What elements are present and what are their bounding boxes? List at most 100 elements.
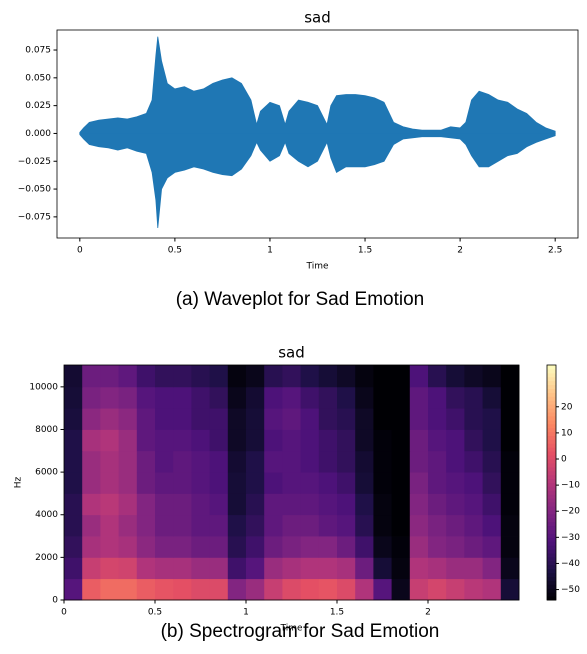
heatmap-cell (355, 515, 374, 537)
heatmap-cell (282, 493, 301, 515)
heatmap-cell (137, 579, 156, 601)
heatmap-cell (173, 472, 192, 494)
x-tick-label: 1.5 (358, 246, 372, 256)
heatmap-cell (119, 493, 138, 515)
heatmap-cell (173, 557, 192, 579)
heatmap-cell (119, 387, 138, 409)
heatmap-cell (173, 515, 192, 537)
colorbar-segment (547, 565, 556, 569)
heatmap-cell (373, 493, 392, 515)
heatmap-cell (282, 451, 301, 473)
heatmap-cell (373, 429, 392, 451)
heatmap-cell (319, 493, 338, 515)
heatmap-cell (355, 429, 374, 451)
heatmap-cell (282, 408, 301, 430)
heatmap-cell (355, 387, 374, 409)
heatmap-cell (483, 387, 502, 409)
heatmap-cell (464, 536, 483, 558)
heatmap-cell (428, 408, 447, 430)
heatmap-cell (301, 429, 320, 451)
colorbar-segment (547, 580, 556, 584)
heatmap-cell (282, 579, 301, 601)
colorbar-segment (547, 526, 556, 530)
colorbar-segment (547, 396, 556, 400)
colorbar-segment (547, 486, 556, 490)
heatmap-cell (264, 536, 283, 558)
heatmap-cell (319, 387, 338, 409)
heatmap-cell (64, 515, 83, 537)
heatmap-cell (282, 472, 301, 494)
heatmap-cell (119, 536, 138, 558)
heatmap-cell (301, 408, 320, 430)
heatmap-cell (392, 515, 411, 537)
colorbar-tick-label: 20 (561, 402, 573, 412)
colorbar-tick-label: −20 (561, 507, 580, 517)
heatmap-cell (282, 429, 301, 451)
x-tick-label: 1.5 (330, 608, 344, 618)
heatmap-cell (64, 365, 83, 387)
heatmap-cell (464, 557, 483, 579)
heatmap-cell (82, 515, 101, 537)
y-tick-label: 0.000 (25, 129, 51, 139)
colorbar-segment (547, 439, 556, 443)
heatmap-cell (483, 472, 502, 494)
heatmap-cell (392, 472, 411, 494)
heatmap-cell (64, 408, 83, 430)
x-tick-label: 0 (61, 608, 67, 618)
y-tick-label: 6000 (35, 468, 58, 478)
heatmap-cell (446, 536, 465, 558)
x-tick-label: 2.5 (548, 246, 562, 256)
heatmap-cell (428, 579, 447, 601)
colorbar-segment (547, 463, 556, 467)
heatmap-cell (337, 408, 356, 430)
heatmap-cell (210, 579, 229, 601)
heatmap-cell (355, 557, 374, 579)
heatmap-cell (301, 493, 320, 515)
heatmap-cell (501, 408, 520, 430)
heatmap-cell (301, 365, 320, 387)
heatmap-cell (301, 557, 320, 579)
heatmap-cell (155, 493, 174, 515)
colorbar-segment (547, 365, 556, 369)
heatmap-cell (319, 451, 338, 473)
colorbar-segment (547, 584, 556, 588)
colorbar-segment (547, 573, 556, 577)
heatmap-cell (355, 536, 374, 558)
y-tick-label: 0.050 (25, 73, 51, 83)
heatmap-cell (428, 493, 447, 515)
colorbar-segment (547, 381, 556, 385)
y-tick-label: −0.075 (18, 212, 51, 222)
colorbar-segment (547, 436, 556, 440)
heatmap-cell (282, 536, 301, 558)
heatmap-cell (392, 387, 411, 409)
y-tick-label: 0 (52, 596, 58, 606)
colorbar-segment (547, 557, 556, 561)
heatmap-cell (373, 365, 392, 387)
colorbar-segment (547, 385, 556, 389)
heatmap-cell (319, 472, 338, 494)
y-tick-label: 4000 (35, 510, 58, 520)
heatmap-cell (446, 579, 465, 601)
heatmap-cell (446, 472, 465, 494)
x-tick-label: 1 (243, 608, 249, 618)
heatmap-cell (155, 365, 174, 387)
heatmap-cell (428, 451, 447, 473)
heatmap-cell (210, 365, 229, 387)
heatmap-cell (264, 429, 283, 451)
heatmap-cell (483, 515, 502, 537)
y-axis-label: Hz (14, 476, 24, 488)
heatmap-cell (319, 515, 338, 537)
heatmap-cell (119, 515, 138, 537)
heatmap-cell (119, 579, 138, 601)
colorbar-segment (547, 432, 556, 436)
colorbar-segment (547, 549, 556, 553)
heatmap-cell (173, 365, 192, 387)
heatmap-cell (337, 451, 356, 473)
heatmap-cell (464, 451, 483, 473)
heatmap-cell (410, 408, 429, 430)
heatmap-cell (264, 472, 283, 494)
heatmap-cell (82, 493, 101, 515)
heatmap-cell (246, 472, 265, 494)
heatmap-cell (264, 493, 283, 515)
y-tick-label: 10000 (29, 382, 58, 392)
